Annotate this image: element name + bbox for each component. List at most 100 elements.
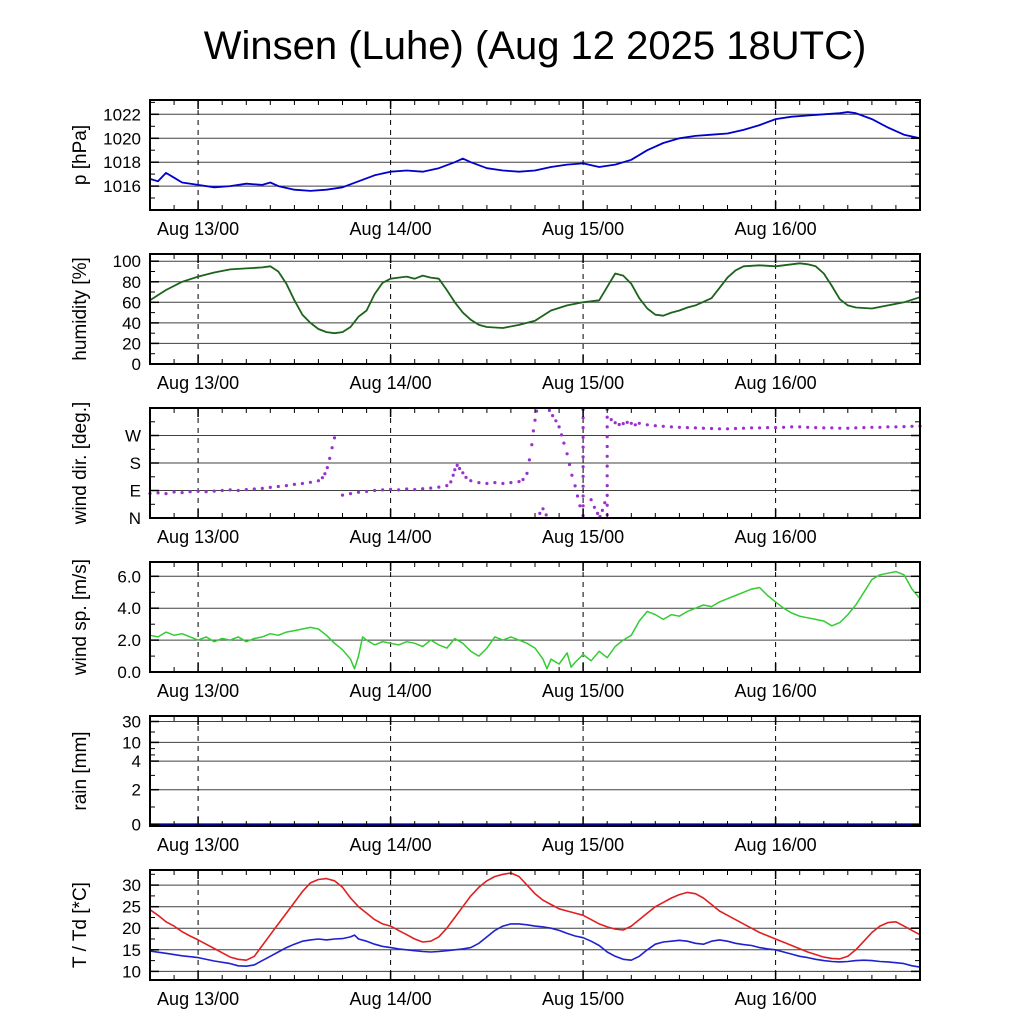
x-tick-label: Aug 16/00	[735, 373, 817, 393]
scatter-point-wind-direction	[196, 489, 200, 493]
scatter-point-wind-direction	[633, 423, 637, 427]
scatter-point-wind-direction	[669, 425, 674, 429]
x-tick-label: Aug 14/00	[350, 527, 432, 547]
series-pressure	[149, 111, 921, 192]
scatter-point-wind-direction	[862, 426, 866, 430]
scatter-point-wind-direction	[733, 426, 738, 431]
panel-temperature: 10 15 20 25 30 Aug 13/00 Aug 14/00 Aug 15/00 Aug…	[70, 869, 921, 1009]
scatter-point-wind-direction	[328, 456, 332, 460]
scatter-point-wind-direction	[570, 473, 574, 477]
scatter-point-wind-direction	[527, 458, 532, 462]
scatter-point-wind-direction	[547, 408, 552, 412]
y-tick-label: 1022	[103, 105, 141, 124]
scatter-point-wind-direction	[348, 492, 353, 496]
scatter-point-wind-direction	[605, 425, 609, 429]
y-tick-label: 15	[122, 941, 141, 960]
scatter-point-wind-direction	[603, 501, 607, 505]
x-tick-label: Aug 14/00	[350, 373, 432, 393]
scatter-point-wind-direction	[381, 488, 385, 492]
y-tick-label: 0.0	[117, 663, 141, 682]
y-axis-title: T / Td [*C]	[70, 882, 91, 968]
scatter-point-wind-direction	[774, 426, 778, 430]
scatter-point-wind-direction	[592, 505, 597, 509]
scatter-point-wind-direction	[220, 488, 224, 493]
scatter-point-wind-direction	[605, 435, 609, 439]
scatter-point-wind-direction	[413, 488, 417, 492]
scatter-point-wind-direction	[557, 425, 561, 429]
series-temperature	[149, 872, 921, 961]
x-tick-label: Aug 15/00	[542, 681, 624, 701]
scatter-point-wind-direction	[637, 421, 641, 425]
scatter-point-wind-direction	[437, 485, 441, 489]
scatter-point-wind-direction	[581, 455, 585, 459]
scatter-point-wind-direction	[709, 426, 714, 431]
scatter-point-wind-direction	[517, 480, 521, 484]
y-tick-label: 30	[122, 713, 141, 732]
x-tick-label: Aug 14/00	[350, 681, 432, 701]
scatter-point-wind-direction	[725, 427, 730, 431]
scatter-point-wind-direction	[605, 415, 609, 419]
scatter-point-wind-direction	[538, 511, 542, 515]
scatter-point-wind-direction	[830, 426, 834, 430]
scatter-point-wind-direction	[854, 426, 858, 430]
scatter-point-wind-direction	[701, 426, 706, 430]
panel-border	[149, 715, 921, 827]
scatter-point-wind-direction	[268, 485, 272, 489]
scatter-point-wind-direction	[421, 487, 425, 491]
scatter-point-wind-direction	[332, 436, 337, 440]
y-tick-label: 20	[122, 334, 141, 353]
y-tick-label: 2.0	[117, 631, 141, 650]
scatter-point-wind-direction	[581, 494, 585, 498]
scatter-point-wind-direction	[316, 479, 320, 483]
scatter-point-wind-direction	[365, 489, 369, 493]
scatter-point-wind-direction	[790, 425, 794, 429]
scatter-point-wind-direction	[573, 484, 577, 488]
scatter-point-wind-direction	[530, 443, 534, 447]
scatter-point-wind-direction	[455, 463, 459, 467]
y-tick-label: 0	[132, 355, 141, 374]
x-tick-label: Aug 15/00	[542, 373, 624, 393]
scatter-point-wind-direction	[531, 429, 536, 433]
scatter-point-wind-direction	[554, 419, 558, 423]
scatter-point-wind-direction	[292, 482, 296, 486]
scatter-point-wind-direction	[609, 418, 613, 422]
scatter-point-wind-direction	[276, 484, 280, 489]
x-tick-label: Aug 15/00	[542, 835, 624, 855]
scatter-point-wind-direction	[578, 504, 582, 508]
scatter-point-wind-direction	[188, 490, 192, 494]
y-tick-label: 0	[132, 815, 141, 834]
scatter-point-wind-direction	[581, 484, 585, 488]
x-tick-label: Aug 13/00	[157, 681, 239, 701]
chart-title: Winsen (Luhe) (Aug 12 2025 18UTC)	[203, 24, 867, 68]
panel-border	[149, 253, 921, 365]
scatter-point-wind-direction	[581, 435, 585, 439]
x-tick-label: Aug 16/00	[735, 527, 817, 547]
scatter-point-wind-direction	[846, 426, 850, 430]
x-tick-label: Aug 16/00	[735, 681, 817, 701]
scatter-point-wind-direction	[806, 425, 810, 429]
scatter-point-wind-direction	[677, 425, 682, 429]
scatter-point-wind-direction	[581, 474, 585, 478]
y-tick-label: 4.0	[117, 599, 141, 618]
scatter-point-wind-direction	[902, 425, 906, 429]
y-tick-label: 30	[122, 876, 141, 895]
scatter-point-wind-direction	[605, 444, 609, 449]
scatter-point-wind-direction	[575, 494, 580, 498]
scatter-point-wind-direction	[501, 481, 505, 486]
scatter-point-wind-direction	[323, 472, 327, 476]
scatter-point-wind-direction	[798, 425, 802, 429]
scatter-point-wind-direction	[451, 473, 455, 477]
y-tick-label: E	[130, 482, 141, 501]
scatter-point-wind-direction	[180, 491, 184, 495]
x-tick-label: Aug 14/00	[350, 989, 432, 1009]
scatter-point-wind-direction	[389, 487, 393, 491]
scatter-point-wind-direction	[156, 491, 160, 495]
x-tick-label: Aug 13/00	[157, 527, 239, 547]
scatter-point-wind-direction	[509, 481, 513, 485]
scatter-point-wind-direction	[521, 477, 525, 482]
scatter-point-wind-direction	[750, 426, 754, 430]
scatter-point-wind-direction	[653, 424, 657, 428]
scatter-point-wind-direction	[541, 507, 545, 511]
